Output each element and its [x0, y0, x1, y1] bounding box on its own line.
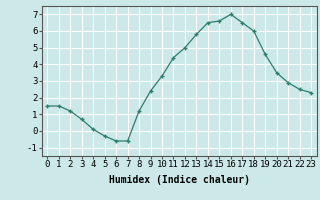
- X-axis label: Humidex (Indice chaleur): Humidex (Indice chaleur): [109, 175, 250, 185]
